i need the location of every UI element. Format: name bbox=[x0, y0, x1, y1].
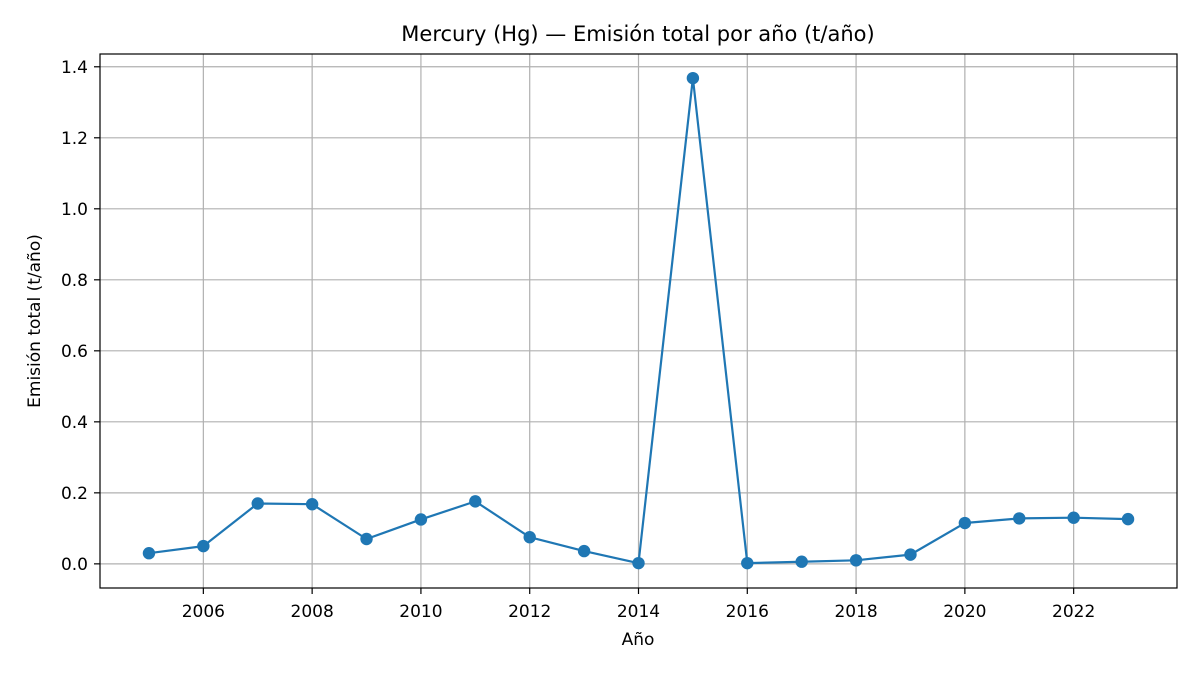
data-point bbox=[1013, 512, 1026, 525]
y-tick-label: 0.6 bbox=[61, 342, 88, 362]
x-tick-label: 2014 bbox=[617, 602, 660, 622]
data-point bbox=[360, 532, 373, 546]
data-point bbox=[632, 556, 645, 570]
x-tick-label: 2010 bbox=[399, 602, 442, 622]
data-point bbox=[849, 554, 863, 567]
y-axis-ticks: 0.0 0.2 0.4 0.6 0.8 1.0 1.2 1.4 bbox=[61, 58, 100, 575]
x-tick-label: 2012 bbox=[508, 602, 551, 622]
data-point bbox=[577, 544, 591, 558]
y-tick-label: 1.2 bbox=[61, 129, 88, 149]
data-point bbox=[305, 498, 319, 511]
y-tick-label: 1.0 bbox=[61, 200, 88, 220]
data-point bbox=[958, 516, 972, 530]
y-tick-label: 0.2 bbox=[61, 484, 88, 504]
data-point bbox=[1121, 512, 1135, 526]
x-axis-label: Año bbox=[622, 630, 655, 650]
x-axis-ticks: 2006 2008 2010 2012 2014 2016 2018 2020 2022 bbox=[182, 588, 1095, 622]
data-point bbox=[741, 556, 754, 570]
x-tick-label: 2006 bbox=[182, 602, 225, 622]
data-point bbox=[251, 497, 264, 510]
data-point bbox=[197, 539, 210, 553]
data-point bbox=[686, 71, 700, 85]
y-axis-label: Emisión total (t/año) bbox=[25, 234, 45, 408]
series-group bbox=[142, 71, 1135, 570]
x-tick-label: 2020 bbox=[943, 602, 986, 622]
y-tick-label: 0.8 bbox=[61, 271, 88, 291]
data-point bbox=[469, 495, 482, 508]
data-point bbox=[795, 555, 808, 568]
data-point bbox=[414, 513, 428, 526]
x-tick-label: 2008 bbox=[291, 602, 334, 622]
grid bbox=[100, 54, 1177, 588]
y-tick-label: 0.4 bbox=[61, 413, 88, 433]
data-point bbox=[1067, 511, 1080, 524]
data-point bbox=[904, 548, 917, 561]
data-point bbox=[142, 547, 156, 560]
x-tick-label: 2016 bbox=[726, 602, 769, 622]
y-tick-label: 0.0 bbox=[61, 555, 88, 575]
x-tick-label: 2022 bbox=[1052, 602, 1095, 622]
data-point bbox=[523, 531, 536, 544]
x-tick-label: 2018 bbox=[834, 602, 877, 622]
y-tick-label: 1.4 bbox=[61, 58, 88, 78]
chart-title: Mercury (Hg) — Emisión total por año (t/… bbox=[401, 22, 874, 46]
